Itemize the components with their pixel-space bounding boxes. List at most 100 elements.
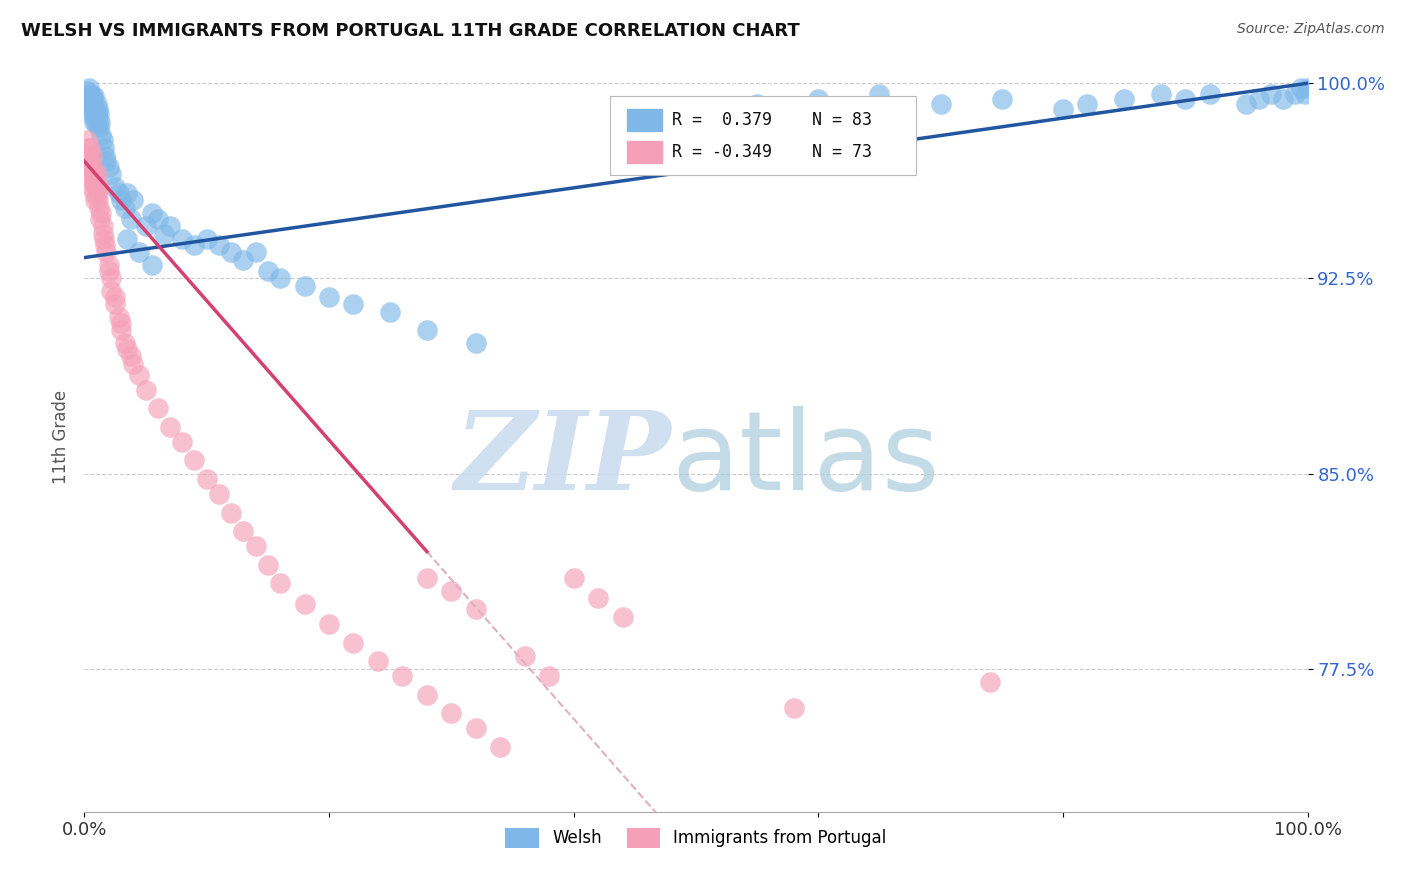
Point: [91, 219, 114, 234]
Point: [86, 107, 108, 121]
Point: [77, 92, 100, 106]
Point: [115, 186, 138, 200]
Point: [96, 154, 118, 169]
Point: [84, 194, 107, 208]
Point: [869, 87, 891, 101]
Point: [86, 118, 108, 132]
Point: [1247, 92, 1270, 106]
Point: [294, 279, 316, 293]
Legend: Welsh, Immigrants from Portugal: Welsh, Immigrants from Portugal: [498, 820, 894, 855]
Point: [1174, 92, 1197, 106]
Point: [122, 357, 145, 371]
Point: [1291, 81, 1313, 95]
Point: [87, 194, 110, 208]
Point: [245, 540, 267, 554]
Point: [1294, 87, 1316, 101]
Point: [120, 350, 142, 364]
Point: [128, 245, 150, 260]
Point: [120, 211, 142, 226]
Point: [97, 160, 120, 174]
Point: [135, 383, 157, 397]
Point: [1114, 92, 1136, 106]
Point: [83, 115, 105, 129]
Point: [416, 688, 439, 702]
Point: [79, 103, 101, 117]
Point: [146, 401, 169, 416]
Point: [232, 253, 254, 268]
Point: [135, 219, 157, 234]
Point: [172, 435, 194, 450]
Point: [342, 635, 364, 649]
Point: [159, 219, 181, 234]
Point: [391, 669, 413, 683]
FancyBboxPatch shape: [626, 140, 664, 163]
Point: [86, 180, 108, 194]
Text: WELSH VS IMMIGRANTS FROM PORTUGAL 11TH GRADE CORRELATION CHART: WELSH VS IMMIGRANTS FROM PORTUGAL 11TH G…: [21, 22, 800, 40]
Point: [87, 120, 110, 135]
Point: [82, 103, 104, 117]
Point: [115, 342, 138, 356]
Point: [104, 297, 127, 311]
Point: [114, 201, 136, 215]
Point: [440, 706, 463, 720]
Point: [89, 211, 111, 226]
Point: [747, 97, 769, 112]
Point: [685, 103, 707, 117]
Point: [1236, 97, 1258, 112]
Point: [110, 316, 132, 330]
Point: [76, 84, 98, 98]
Point: [87, 107, 110, 121]
Point: [141, 258, 163, 272]
Point: [172, 232, 194, 246]
Point: [107, 186, 129, 200]
Point: [991, 92, 1014, 106]
Point: [807, 92, 830, 106]
Point: [440, 583, 463, 598]
Point: [96, 245, 118, 260]
Point: [1296, 81, 1319, 95]
Point: [80, 89, 103, 103]
Point: [783, 700, 806, 714]
Point: [114, 336, 136, 351]
Text: atlas: atlas: [672, 406, 941, 513]
Point: [79, 141, 101, 155]
Point: [77, 160, 100, 174]
Point: [245, 245, 267, 260]
Text: Source: ZipAtlas.com: Source: ZipAtlas.com: [1237, 22, 1385, 37]
Point: [84, 103, 107, 117]
Point: [100, 285, 122, 299]
Point: [80, 149, 103, 163]
Point: [76, 133, 98, 147]
Point: [77, 97, 100, 112]
Point: [107, 310, 129, 325]
Point: [79, 87, 101, 101]
Point: [77, 89, 100, 103]
Point: [83, 107, 105, 121]
Point: [183, 453, 205, 467]
Point: [79, 95, 101, 109]
Point: [97, 258, 120, 272]
Point: [115, 232, 138, 246]
Point: [87, 180, 110, 194]
Point: [1150, 87, 1173, 101]
Point: [77, 154, 100, 169]
Point: [929, 97, 952, 112]
Point: [318, 289, 340, 303]
Point: [257, 558, 280, 572]
Point: [1260, 87, 1282, 101]
Point: [84, 175, 107, 189]
Point: [83, 167, 105, 181]
Point: [82, 92, 104, 106]
Point: [464, 601, 486, 615]
Text: R =  0.379    N = 83: R = 0.379 N = 83: [672, 112, 872, 129]
Point: [1284, 87, 1306, 101]
Point: [318, 617, 340, 632]
Point: [342, 297, 364, 311]
Point: [464, 722, 486, 736]
Point: [219, 245, 242, 260]
Point: [416, 323, 439, 337]
Point: [83, 186, 105, 200]
FancyBboxPatch shape: [610, 96, 917, 175]
Point: [110, 323, 132, 337]
FancyBboxPatch shape: [626, 108, 664, 132]
